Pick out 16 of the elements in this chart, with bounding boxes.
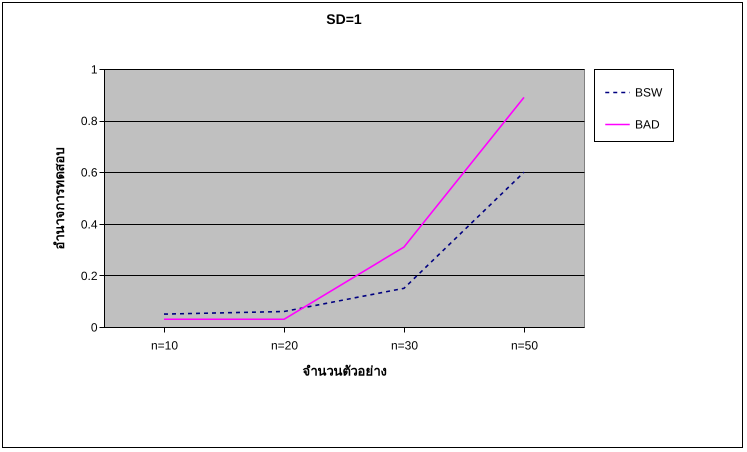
y-tick-label: 0.6 [80, 166, 98, 180]
x-axis-title: จำนวนตัวอย่าง [302, 364, 386, 378]
x-tick-label: n=20 [270, 338, 298, 352]
y-axis-title: อำนาจการทดสอบ [52, 148, 67, 250]
y-tick-label: 1 [90, 62, 98, 76]
y-tick-label: 0 [90, 320, 98, 334]
line-series [163, 171, 525, 315]
y-tick-label: 0.2 [80, 268, 98, 283]
legend-label: BAD [635, 118, 660, 132]
y-tick-label: 0.4 [80, 217, 98, 232]
x-tick-label: n=50 [510, 338, 538, 352]
chart-title: SD=1 [326, 11, 362, 27]
legend-label: BSW [635, 86, 664, 100]
y-tick-label: 0.8 [80, 114, 98, 128]
x-tick-label: n=30 [390, 338, 418, 352]
x-tick-label: n=10 [150, 338, 178, 352]
